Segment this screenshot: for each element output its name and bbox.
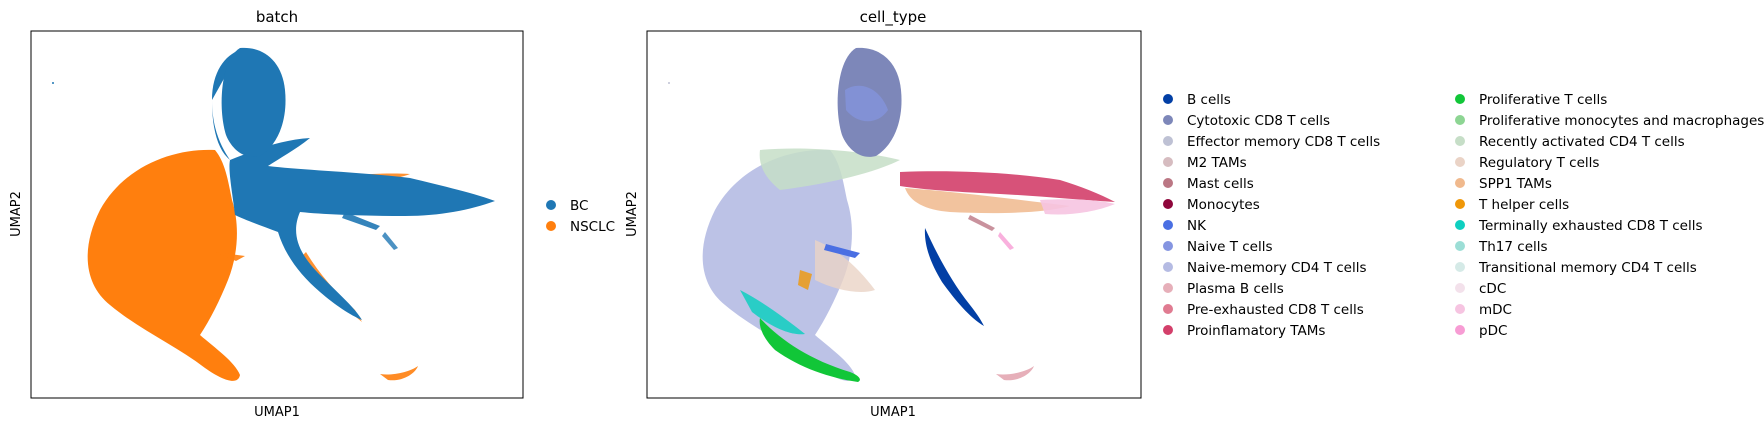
legend-marker [1455,94,1465,104]
y-axis-label: UMAP2 [9,191,24,237]
legend-label: B cells [1187,92,1231,108]
legend-marker [546,200,556,210]
legend-marker [1455,178,1465,188]
legend-marker [1163,220,1173,230]
point-cloud [845,85,888,122]
outlier-point [52,82,54,84]
legend-label: Pre-exhausted CD8 T cells [1187,302,1364,318]
legend-label: Recently activated CD4 T cells [1479,134,1685,150]
legend-label: SPP1 TAMs [1479,176,1552,192]
legend-label: Regulatory T cells [1479,155,1599,171]
legend-label: Proliferative T cells [1479,92,1607,108]
point-cloud [215,252,245,261]
legend-label: Mast cells [1187,176,1254,192]
legend-label: Transitional memory CD4 T cells [1478,260,1697,276]
legend-marker [1163,262,1173,272]
legend-marker [1455,325,1465,335]
legend-label: NSCLC [570,219,615,235]
point-cloud [924,228,984,326]
legend-label: pDC [1479,323,1507,339]
point-cloud [900,171,1115,202]
point-cloud [968,215,995,231]
point-cloud [759,148,900,190]
legend-marker [546,221,556,231]
point-cloud [798,270,812,290]
x-axis-label: UMAP1 [254,405,300,420]
legend-marker [1455,220,1465,230]
legend-marker [1455,157,1465,167]
legend-label: mDC [1479,302,1512,318]
legend-label: Cytotoxic CD8 T cells [1187,113,1330,129]
legend-label: Monocytes [1187,197,1260,213]
legend-label: Effector memory CD8 T cells [1187,134,1380,150]
legend-label: M2 TAMs [1187,155,1247,171]
legend-marker [1455,262,1465,272]
series-bc-points [212,47,495,320]
point-cloud [212,50,495,320]
legend: BC NSCLC [546,198,615,235]
legend-marker [1163,115,1173,125]
legend-label: Proliferative monocytes and macrophages [1479,113,1764,129]
scatter-area [52,47,495,381]
legend-label: Plasma B cells [1187,281,1284,297]
legend-label: BC [570,198,588,214]
legend-marker [1163,94,1173,104]
legend-label: Terminally exhausted CD8 T cells [1478,218,1703,234]
point-cloud [87,149,240,381]
point-cloud [996,366,1034,381]
legend-label: T helper cells [1478,197,1569,213]
chart-title: batch [256,8,298,26]
plot-frame [30,30,524,399]
point-cloud [702,149,855,381]
chart-title: cell_type [860,8,927,27]
legend-label: Naive T cells [1187,239,1273,255]
legend-marker [1455,304,1465,314]
legend-label: Th17 cells [1478,239,1548,255]
legend-label: NK [1187,218,1207,234]
y-axis-label: UMAP2 [625,191,640,237]
point-cloud [380,366,418,381]
legend-marker [1163,325,1173,335]
legend-marker [1163,157,1173,167]
legend-marker [1455,136,1465,146]
legend-marker [1163,199,1173,209]
plot-frame [646,30,1142,399]
x-axis-label: UMAP1 [870,405,916,420]
point-cloud [221,47,286,157]
point-cloud [824,244,860,258]
legend-marker [1455,241,1465,251]
point-cloud [740,290,805,335]
point-cloud [382,232,398,250]
scatter-area [668,47,1115,382]
legend-marker [1455,283,1465,293]
panel-cell-type: cell_type [625,8,1764,420]
legend-marker [1163,241,1173,251]
panel-batch: batch UMAP1 UMAP2 BC NSCLC [9,8,615,420]
legend-marker [1163,136,1173,146]
point-cloud [905,188,1070,214]
point-cloud [998,232,1014,250]
legend-label: cDC [1479,281,1506,297]
legend-marker [1163,178,1173,188]
point-cloud [759,318,860,382]
point-cloud [815,240,875,292]
legend-label: Naive-memory CD4 T cells [1187,260,1367,276]
point-cloud [342,212,380,230]
legend-label: Proinflamatory TAMs [1187,323,1325,339]
legend-marker [1163,304,1173,314]
outlier-point [668,82,670,84]
legend-marker [1163,283,1173,293]
point-cloud [1040,199,1115,215]
legend-marker [1455,199,1465,209]
legend: B cells Cytotoxic CD8 T cells Effector mem… [1163,92,1764,339]
legend-marker [1455,115,1465,125]
